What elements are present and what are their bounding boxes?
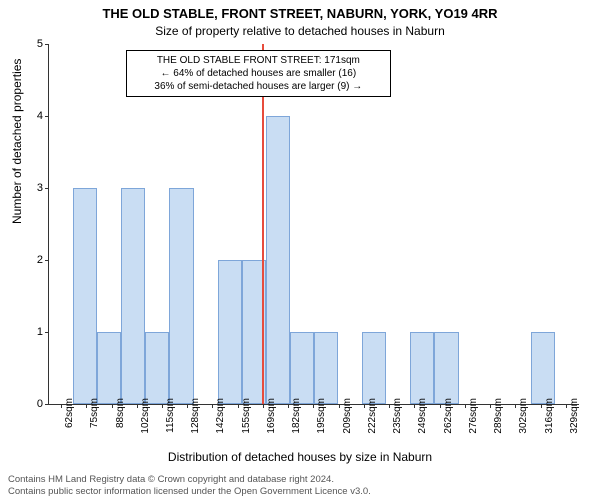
x-tick-mark — [61, 404, 62, 408]
y-tick-mark — [45, 116, 49, 117]
x-tick-label: 329sqm — [569, 398, 580, 434]
footer-attribution: Contains HM Land Registry data © Crown c… — [8, 474, 371, 498]
histogram-bar — [97, 332, 121, 404]
y-axis-label: Number of detached properties — [10, 59, 24, 224]
x-tick-label: 276sqm — [468, 398, 479, 434]
x-tick-mark — [364, 404, 365, 408]
x-tick-label: 115sqm — [165, 398, 176, 433]
histogram-bar — [290, 332, 314, 404]
histogram-bar — [145, 332, 169, 404]
x-tick-label: 142sqm — [215, 398, 226, 434]
x-axis-label: Distribution of detached houses by size … — [0, 450, 600, 464]
x-tick-mark — [162, 404, 163, 408]
x-tick-label: 128sqm — [190, 398, 201, 434]
x-tick-mark — [440, 404, 441, 408]
histogram-bar — [362, 332, 386, 404]
info-box-line-2: ← 64% of detached houses are smaller (16… — [133, 67, 384, 80]
plot-area: 01234562sqm75sqm88sqm102sqm115sqm128sqm1… — [48, 44, 579, 405]
x-tick-label: 222sqm — [367, 398, 378, 434]
footer-line-2: Contains public sector information licen… — [8, 486, 371, 498]
y-tick-mark — [45, 404, 49, 405]
x-tick-mark — [541, 404, 542, 408]
x-tick-label: 102sqm — [140, 398, 151, 434]
x-tick-label: 182sqm — [291, 398, 302, 434]
histogram-bar — [410, 332, 434, 404]
histogram-bar — [218, 260, 242, 404]
y-tick-mark — [45, 260, 49, 261]
y-tick-label: 2 — [21, 254, 43, 266]
y-tick-label: 3 — [21, 182, 43, 194]
x-tick-label: 262sqm — [443, 398, 454, 434]
x-tick-label: 235sqm — [392, 398, 403, 434]
x-tick-mark — [263, 404, 264, 408]
x-tick-mark — [212, 404, 213, 408]
x-tick-label: 62sqm — [64, 398, 75, 428]
y-tick-label: 4 — [21, 110, 43, 122]
x-tick-mark — [313, 404, 314, 408]
x-tick-label: 249sqm — [417, 398, 428, 434]
chart-title-main: THE OLD STABLE, FRONT STREET, NABURN, YO… — [0, 6, 600, 21]
x-tick-mark — [339, 404, 340, 408]
x-tick-label: 155sqm — [241, 398, 252, 434]
x-tick-label: 302sqm — [518, 398, 529, 434]
y-tick-mark — [45, 332, 49, 333]
x-tick-label: 169sqm — [266, 398, 277, 434]
x-tick-label: 289sqm — [493, 398, 504, 434]
x-tick-mark — [414, 404, 415, 408]
x-tick-mark — [112, 404, 113, 408]
x-tick-mark — [490, 404, 491, 408]
info-box: THE OLD STABLE FRONT STREET: 171sqm← 64%… — [126, 50, 391, 97]
histogram-bar — [73, 188, 97, 404]
info-box-line-3: 36% of semi-detached houses are larger (… — [133, 80, 384, 93]
x-tick-label: 88sqm — [115, 398, 126, 428]
y-tick-label: 0 — [21, 398, 43, 410]
info-box-line-1: THE OLD STABLE FRONT STREET: 171sqm — [133, 54, 384, 67]
histogram-bar — [434, 332, 458, 404]
histogram-bar — [169, 188, 193, 404]
y-tick-label: 5 — [21, 38, 43, 50]
y-tick-mark — [45, 188, 49, 189]
histogram-bar — [531, 332, 555, 404]
x-tick-mark — [238, 404, 239, 408]
x-tick-label: 316sqm — [544, 398, 555, 434]
y-tick-mark — [45, 44, 49, 45]
x-tick-label: 75sqm — [89, 398, 100, 428]
highlight-line — [262, 44, 264, 404]
x-tick-mark — [389, 404, 390, 408]
histogram-bar — [266, 116, 290, 404]
x-tick-mark — [515, 404, 516, 408]
chart-title-sub: Size of property relative to detached ho… — [0, 24, 600, 38]
x-tick-label: 209sqm — [342, 398, 353, 434]
histogram-bar — [314, 332, 338, 404]
chart-container: THE OLD STABLE, FRONT STREET, NABURN, YO… — [0, 0, 600, 500]
x-tick-mark — [187, 404, 188, 408]
y-tick-label: 1 — [21, 326, 43, 338]
x-tick-mark — [288, 404, 289, 408]
x-tick-mark — [465, 404, 466, 408]
x-tick-mark — [86, 404, 87, 408]
x-tick-mark — [137, 404, 138, 408]
x-tick-label: 195sqm — [316, 398, 327, 434]
footer-line-1: Contains HM Land Registry data © Crown c… — [8, 474, 371, 486]
x-tick-mark — [566, 404, 567, 408]
histogram-bar — [121, 188, 145, 404]
